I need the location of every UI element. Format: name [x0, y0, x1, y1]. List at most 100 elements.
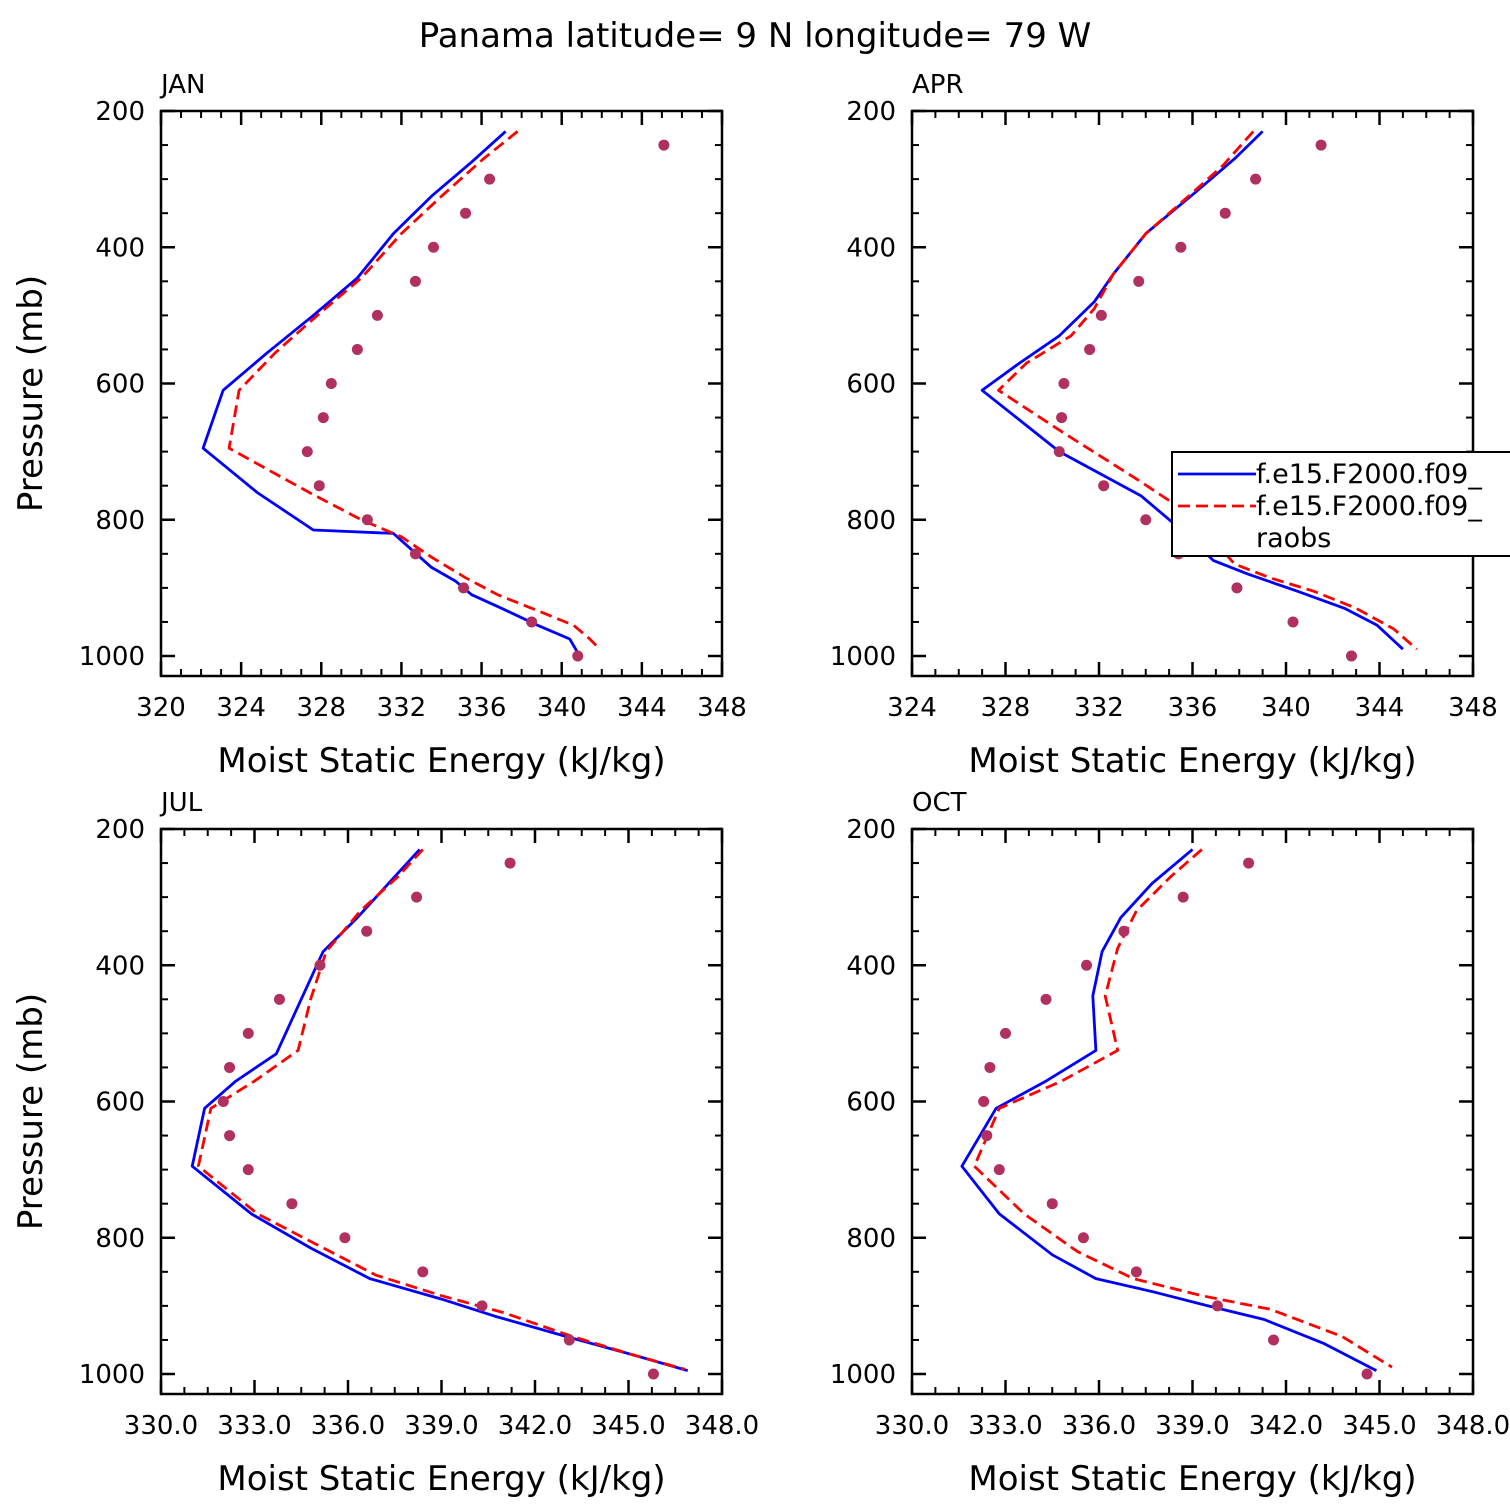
- raobs-marker: [361, 514, 373, 526]
- y-tick-label: 600: [846, 1088, 896, 1118]
- raobs-marker: [1046, 1198, 1058, 1210]
- raobs-marker: [242, 1164, 254, 1176]
- y-tick-label: 200: [846, 97, 896, 127]
- x-tick-label: 324: [216, 693, 266, 723]
- y-tick-label: 200: [95, 97, 145, 127]
- raobs-marker: [978, 1096, 990, 1107]
- raobs-marker: [1345, 650, 1357, 662]
- raobs-marker: [1098, 480, 1110, 492]
- raobs-marker: [301, 446, 313, 458]
- raobs-marker: [325, 378, 337, 389]
- y-tick-label: 800: [95, 1224, 145, 1254]
- x-tick-label: 336.0: [1062, 1411, 1136, 1441]
- raobs-marker: [417, 1266, 429, 1278]
- solid-series-line: [980, 130, 1404, 651]
- raobs-marker: [1081, 959, 1093, 971]
- panel-label: JAN: [159, 70, 205, 100]
- raobs-marker: [1140, 514, 1152, 526]
- solid-series-line: [960, 848, 1378, 1372]
- raobs-marker: [242, 1027, 254, 1039]
- y-tick-label: 800: [846, 506, 896, 536]
- raobs-marker: [1268, 1334, 1280, 1346]
- x-axis-title: Moist Static Energy (kJ/kg): [217, 1459, 665, 1499]
- raobs-marker: [1231, 582, 1243, 594]
- raobs-marker: [317, 412, 329, 424]
- solid-series-line: [201, 130, 579, 654]
- raobs-marker: [286, 1198, 298, 1210]
- raobs-marker: [572, 650, 584, 662]
- x-tick-label: 330.0: [124, 1411, 198, 1441]
- raobs-marker: [484, 173, 496, 185]
- x-tick-label: 339.0: [404, 1411, 478, 1441]
- y-tick-label: 800: [95, 506, 145, 536]
- x-tick-label: 340: [537, 693, 587, 723]
- x-tick-label: 336: [457, 693, 507, 723]
- raobs-marker: [409, 548, 421, 560]
- x-tick-label: 324: [887, 693, 937, 723]
- figure-title: Panama latitude= 9 N longitude= 79 W: [419, 16, 1092, 56]
- x-tick-label: 320: [136, 693, 186, 723]
- y-tick-label: 800: [846, 1224, 896, 1254]
- raobs-marker: [351, 343, 363, 355]
- x-tick-label: 348: [697, 693, 747, 723]
- raobs-marker: [458, 582, 470, 594]
- x-tick-label: 328: [296, 693, 346, 723]
- raobs-marker: [984, 1061, 996, 1073]
- raobs-marker: [1243, 857, 1255, 869]
- raobs-marker: [427, 241, 439, 253]
- x-tick-label: 344: [1355, 693, 1405, 723]
- x-tick-label: 336.0: [311, 1411, 385, 1441]
- raobs-marker: [1130, 1266, 1142, 1278]
- y-tick-label: 200: [95, 815, 145, 845]
- panel-label: OCT: [912, 788, 967, 818]
- x-axis-title: Moist Static Energy (kJ/kg): [968, 1459, 1416, 1499]
- x-tick-label: 333.0: [217, 1411, 291, 1441]
- x-tick-label: 332: [1074, 693, 1124, 723]
- raobs-marker: [476, 1300, 488, 1312]
- raobs-marker: [1177, 891, 1189, 903]
- raobs-marker: [1095, 309, 1107, 321]
- raobs-marker: [563, 1334, 575, 1346]
- raobs-marker: [1053, 446, 1065, 458]
- x-tick-label: 340: [1261, 693, 1311, 723]
- raobs-marker: [361, 925, 373, 937]
- raobs-marker: [371, 309, 383, 321]
- legend-label: raobs: [1256, 523, 1331, 554]
- panel-apr: APR 324 328 332 336 340 344 348 200 400 600 800 1000…: [830, 70, 1510, 781]
- raobs-marker: [411, 891, 423, 903]
- x-tick-label: 345.0: [1342, 1411, 1416, 1441]
- legend: f.e15.F2000.f09_f.e15.F2000.f09_raobs: [1171, 451, 1510, 557]
- x-tick-label: 333.0: [968, 1411, 1042, 1441]
- y-tick-label: 1000: [79, 642, 145, 672]
- dashed-series-line: [227, 130, 601, 651]
- raobs-marker: [460, 207, 472, 219]
- y-tick-label: 400: [95, 233, 145, 263]
- x-axis-title: Moist Static Energy (kJ/kg): [217, 741, 665, 781]
- panel-label: JUL: [159, 788, 203, 818]
- raobs-marker: [1211, 1300, 1223, 1312]
- raobs-marker: [1175, 241, 1187, 253]
- raobs-marker: [217, 1096, 229, 1107]
- dashed-series-line: [972, 848, 1393, 1369]
- raobs-marker: [1287, 616, 1299, 628]
- panel-jan: JAN 320 324 328 332 336 340 344 348 200 400 600 800 1…: [11, 70, 747, 781]
- y-tick-label: 1000: [830, 642, 896, 672]
- y-axis-title: Pressure (mb): [11, 993, 51, 1230]
- y-axis-title: Pressure (mb): [11, 275, 51, 512]
- raobs-marker: [1118, 925, 1130, 937]
- raobs-marker: [1084, 343, 1096, 355]
- legend-label: f.e15.F2000.f09_: [1256, 491, 1482, 522]
- raobs-marker: [504, 857, 516, 869]
- y-tick-label: 1000: [79, 1360, 145, 1390]
- x-tick-label: 345.0: [591, 1411, 665, 1441]
- legend-label: f.e15.F2000.f09_: [1256, 459, 1482, 490]
- panel-oct: OCT 330.0 333.0 336.0 339.0 342.0 345.0 348.0 20…: [830, 788, 1510, 1499]
- raobs-marker: [1315, 139, 1327, 151]
- raobs-marker: [658, 139, 670, 151]
- raobs-marker: [409, 275, 421, 287]
- plot-frame: [910, 827, 1475, 1396]
- panel-label: APR: [912, 70, 964, 100]
- y-tick-label: 1000: [830, 1360, 896, 1390]
- raobs-marker: [1361, 1368, 1373, 1380]
- raobs-marker: [647, 1368, 659, 1380]
